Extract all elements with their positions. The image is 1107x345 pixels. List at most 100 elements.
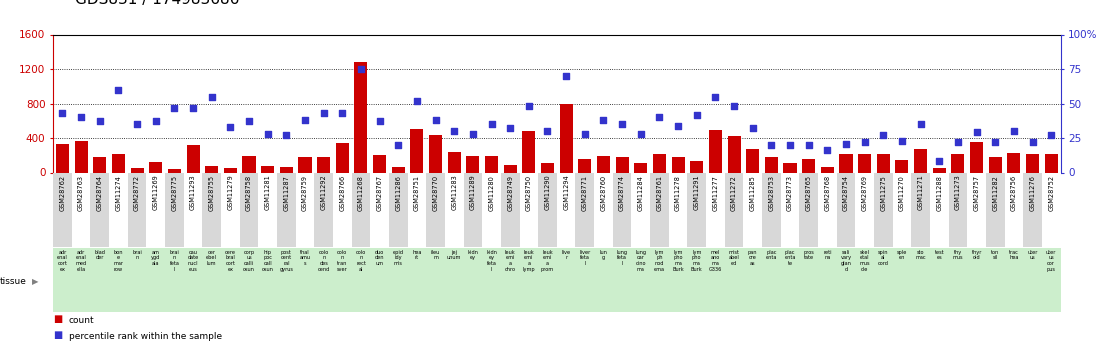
- Text: GSM11282: GSM11282: [992, 175, 999, 210]
- Bar: [780, 172, 799, 247]
- Text: lun
g: lun g: [600, 250, 608, 260]
- Point: [763, 142, 780, 148]
- Bar: [818, 172, 837, 247]
- Bar: [504, 165, 517, 172]
- Bar: [205, 166, 218, 172]
- Text: GSM11278: GSM11278: [675, 175, 681, 210]
- Text: live
r: live r: [561, 250, 571, 260]
- Point: [259, 131, 277, 137]
- Bar: [184, 172, 203, 247]
- Point: [706, 94, 724, 99]
- Text: GSM11279: GSM11279: [227, 175, 234, 210]
- Text: lung
car
cino
ma: lung car cino ma: [635, 250, 646, 272]
- Text: thyr
oid: thyr oid: [971, 250, 982, 260]
- Bar: [541, 162, 554, 172]
- Bar: [240, 172, 258, 247]
- Text: GSM28770: GSM28770: [433, 175, 438, 211]
- Bar: [72, 172, 91, 247]
- Text: GSM28772: GSM28772: [134, 175, 141, 211]
- Bar: [392, 167, 405, 172]
- Bar: [634, 164, 648, 172]
- Bar: [110, 172, 127, 247]
- Point: [613, 121, 631, 127]
- Bar: [970, 142, 983, 172]
- Point: [464, 131, 482, 137]
- Text: GSM11274: GSM11274: [115, 175, 122, 210]
- Bar: [989, 157, 1002, 172]
- Bar: [127, 172, 146, 247]
- Point: [986, 139, 1004, 145]
- Bar: [762, 172, 780, 247]
- Text: GSM11294: GSM11294: [563, 175, 569, 210]
- Bar: [725, 172, 744, 247]
- Text: jej
unum: jej unum: [447, 250, 462, 260]
- Bar: [221, 172, 240, 247]
- Text: GSM28752: GSM28752: [1048, 175, 1054, 211]
- Text: GSM28768: GSM28768: [825, 175, 830, 211]
- Text: kidn
ey: kidn ey: [467, 250, 478, 260]
- Bar: [280, 167, 293, 172]
- Point: [352, 66, 370, 72]
- Text: lym
ph
nod
ema: lym ph nod ema: [654, 250, 665, 272]
- Bar: [687, 172, 706, 247]
- Text: GDS831 / 174983686: GDS831 / 174983686: [75, 0, 239, 7]
- Text: GSM11275: GSM11275: [880, 175, 887, 210]
- Text: blad
der: blad der: [94, 250, 105, 260]
- Text: GSM28769: GSM28769: [861, 175, 868, 211]
- Point: [930, 159, 948, 164]
- Bar: [613, 172, 631, 247]
- Text: hea
rt: hea rt: [412, 250, 422, 260]
- Text: GSM28771: GSM28771: [582, 175, 588, 211]
- Bar: [74, 141, 87, 172]
- Bar: [519, 172, 538, 247]
- Text: GSM28749: GSM28749: [507, 175, 514, 211]
- Bar: [500, 172, 519, 247]
- Bar: [354, 62, 368, 172]
- Bar: [968, 172, 986, 247]
- Text: GSM11273: GSM11273: [955, 175, 961, 210]
- Point: [1043, 132, 1061, 138]
- Text: hip
poc
call
osun: hip poc call osun: [261, 250, 273, 272]
- Bar: [560, 104, 572, 172]
- Bar: [911, 172, 930, 247]
- Text: ■: ■: [53, 314, 62, 324]
- Point: [632, 131, 650, 137]
- Text: percentile rank within the sample: percentile rank within the sample: [69, 332, 221, 341]
- Text: leuk
emi
a
lymp: leuk emi a lymp: [523, 250, 535, 272]
- Text: GSM28750: GSM28750: [526, 175, 531, 211]
- Text: cere
bral
cort
ex: cere bral cort ex: [225, 250, 236, 272]
- Point: [912, 121, 930, 127]
- Point: [520, 104, 538, 109]
- Bar: [820, 167, 834, 172]
- Text: ileu
m: ileu m: [431, 250, 441, 260]
- Text: tissue: tissue: [0, 277, 27, 286]
- Bar: [483, 172, 500, 247]
- Bar: [426, 172, 445, 247]
- Text: thal
amu
s: thal amu s: [300, 250, 310, 266]
- Bar: [877, 154, 890, 172]
- Text: mist
abel
ed: mist abel ed: [728, 250, 739, 266]
- Text: GSM28774: GSM28774: [619, 175, 625, 211]
- Point: [426, 117, 444, 123]
- Bar: [258, 172, 277, 247]
- Text: corp
us
calli
osun: corp us calli osun: [244, 250, 255, 272]
- Bar: [672, 157, 684, 172]
- Bar: [669, 172, 687, 247]
- Point: [968, 130, 985, 135]
- Text: plac
enta: plac enta: [766, 250, 777, 260]
- Point: [557, 73, 575, 79]
- Text: plac
enta
te: plac enta te: [785, 250, 796, 266]
- Point: [799, 142, 817, 148]
- Bar: [930, 172, 949, 247]
- Bar: [411, 129, 424, 172]
- Point: [837, 141, 855, 146]
- Point: [594, 117, 612, 123]
- Text: GSM28763: GSM28763: [79, 175, 84, 211]
- Text: skel
etal
mus
cle: skel etal mus cle: [859, 250, 870, 272]
- Point: [445, 128, 463, 134]
- Bar: [837, 172, 856, 247]
- Text: GSM11269: GSM11269: [153, 175, 158, 210]
- Point: [483, 121, 500, 127]
- Text: uter
us: uter us: [1027, 250, 1037, 260]
- Text: ■: ■: [53, 330, 62, 340]
